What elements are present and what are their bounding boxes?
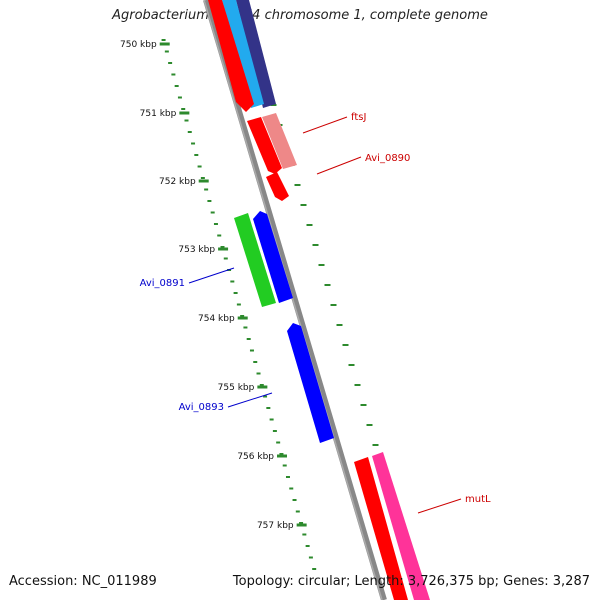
map-title: Agrobacterium vitis S4 chromosome 1, com… — [112, 8, 488, 23]
gene-feature-red-2[interactable] — [247, 117, 282, 174]
tick-label: 750 kbp — [120, 40, 157, 50]
tick-label: 751 kbp — [140, 109, 177, 119]
gene-feature-red-top[interactable] — [208, 0, 254, 112]
gene-label[interactable]: Avi_0891 — [140, 278, 185, 289]
gene-feature-blue-1[interactable] — [253, 211, 293, 303]
gene-feature-avi-0890[interactable] — [266, 172, 289, 201]
gene-feature-navy[interactable] — [236, 0, 276, 108]
gene-leader-line — [302, 116, 348, 134]
tick-label: 753 kbp — [178, 245, 215, 255]
genome-summary: Topology: circular; Length: 3,726,375 bp… — [232, 574, 590, 589]
gene-leader-line — [227, 392, 273, 408]
gene-feature-avi-0893[interactable] — [287, 323, 334, 443]
backbone — [203, 0, 387, 600]
gene-feature-avi-0891[interactable] — [234, 213, 276, 307]
backbone-line — [203, 0, 387, 600]
tick-label: 754 kbp — [198, 314, 235, 324]
gene-features — [208, 0, 430, 600]
accession-text: Accession: NC_011989 — [9, 574, 157, 589]
gene-labels: ftsJ Avi_0890 Avi_0891 Avi_0893 mutL — [140, 112, 491, 514]
tick-label: 755 kbp — [218, 383, 255, 393]
gene-leader-line — [188, 267, 235, 284]
gene-feature-ftsj[interactable] — [262, 113, 297, 169]
gene-label[interactable]: mutL — [465, 494, 491, 505]
gene-feature-red-3[interactable] — [354, 457, 408, 600]
gene-leader-line — [417, 498, 462, 514]
tick-label: 757 kbp — [257, 521, 294, 531]
backbone-highlight — [203, 0, 383, 600]
gene-label[interactable]: Avi_0893 — [179, 402, 224, 413]
gene-leader-line — [316, 156, 362, 175]
gene-label[interactable]: ftsJ — [351, 112, 366, 123]
gene-label[interactable]: Avi_0890 — [365, 153, 410, 164]
tick-label: 756 kbp — [237, 452, 274, 462]
tick-label: 752 kbp — [159, 177, 196, 187]
gene-feature-cyan[interactable] — [222, 0, 264, 108]
gene-feature-mutl[interactable] — [372, 452, 430, 600]
